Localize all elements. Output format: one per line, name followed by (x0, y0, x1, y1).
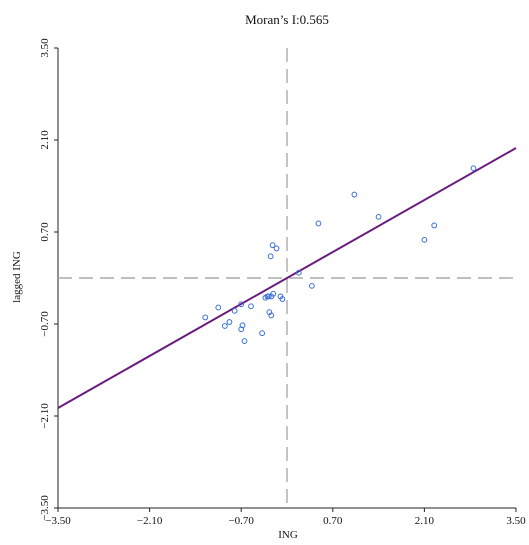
plot-area (57, 48, 517, 509)
data-point (239, 322, 246, 329)
data-point (375, 213, 382, 220)
data-point (421, 236, 428, 243)
data-point (267, 253, 274, 260)
y-tick-label: −2.10 (39, 403, 51, 429)
chart-title: Moran’s I:0.565 (245, 12, 329, 27)
data-point (221, 323, 228, 329)
x-tick-label: 2.10 (415, 515, 435, 527)
tick-labels: −3.50 −2.10 −0.70 0.70 2.10 3.50 −3.50 −2.10 −0.… (39, 38, 526, 527)
data-point (351, 191, 358, 198)
y-tick-label: 2.10 (39, 130, 51, 150)
data-point (202, 314, 209, 321)
x-axis-label: ING (278, 529, 298, 541)
data-point (248, 303, 254, 310)
x-tick-label: −0.70 (228, 515, 254, 527)
data-point (269, 242, 276, 249)
x-tick-label: 3.50 (506, 515, 526, 527)
data-point (270, 290, 277, 297)
data-point (268, 312, 275, 319)
x-tick-label: −3.50 (45, 515, 71, 527)
data-point (470, 165, 477, 172)
data-point (279, 296, 286, 302)
data-point (308, 282, 315, 289)
y-tick-label: 0.70 (39, 222, 51, 242)
y-tick-label: −0.70 (39, 311, 51, 337)
data-point (226, 319, 233, 325)
x-tick-label: 0.70 (323, 515, 343, 527)
data-point (231, 307, 238, 314)
data-point (273, 245, 280, 252)
y-tick-label: −3.50 (39, 495, 51, 521)
data-point (262, 294, 269, 301)
data-point (241, 338, 248, 344)
data-point (215, 304, 222, 311)
regression-line (57, 147, 517, 409)
x-tick-label: −2.10 (137, 515, 163, 527)
data-point (431, 222, 438, 229)
y-axis-label: lagged ING (11, 251, 23, 303)
data-point (259, 330, 266, 337)
data-point (265, 293, 272, 300)
data-point (315, 220, 322, 227)
y-tick-label: 3.50 (39, 38, 51, 58)
data-point (295, 269, 302, 276)
data-point (238, 301, 245, 308)
